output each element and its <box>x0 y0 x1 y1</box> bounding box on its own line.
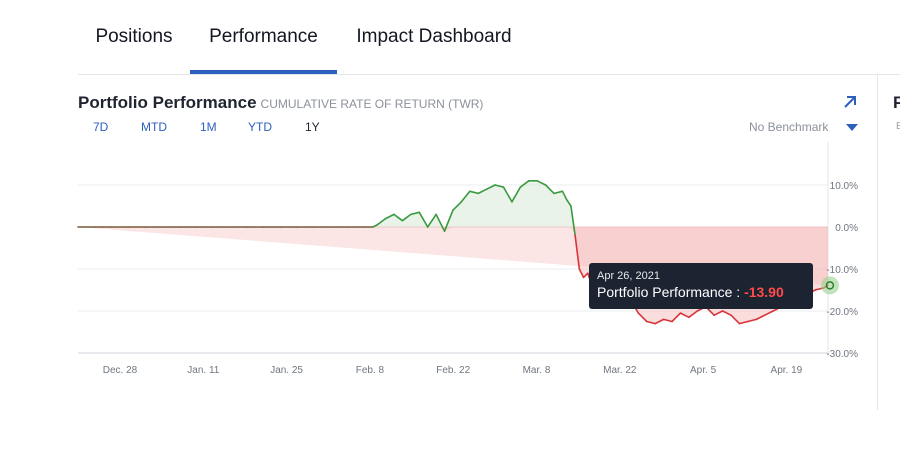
series-segment <box>426 213 437 228</box>
tab-performance[interactable]: Performance <box>190 0 337 74</box>
tab-impact-dashboard[interactable]: Impact Dashboard <box>356 26 512 47</box>
card-divider <box>877 74 878 410</box>
y-tick-label: 10.0% <box>830 181 858 192</box>
x-tick-label: Apr. 19 <box>771 365 803 376</box>
x-tick-label: Jan. 11 <box>187 365 219 376</box>
right-panel-subtitle: E <box>896 121 900 132</box>
series-segment <box>637 312 648 323</box>
series-segment <box>376 217 387 226</box>
x-axis-ticks: Dec. 28 Jan. 11 Jan. 25 Feb. 8 Feb. 22 Mar. 8… <box>103 365 803 376</box>
range-mtd[interactable]: MTD <box>141 120 167 134</box>
chart-tooltip: Apr 26, 2021 Portfolio Performance : -13… <box>589 263 813 309</box>
x-tick-label: Feb. 22 <box>436 365 470 376</box>
series-segment <box>738 320 749 325</box>
series-segment <box>755 314 766 321</box>
series-segment <box>570 205 576 237</box>
series-segment <box>713 310 724 317</box>
y-tick-label: -10.0% <box>826 265 858 276</box>
tab-bar: Positions Performance Impact Dashboard <box>78 0 900 75</box>
series-segment <box>452 201 463 211</box>
series-segment <box>519 180 530 188</box>
series-segment <box>730 314 741 325</box>
x-tick-label: Dec. 28 <box>103 365 138 376</box>
series-segment <box>401 213 412 222</box>
series-segment <box>747 318 758 323</box>
series-segment <box>511 186 522 203</box>
series-segment <box>536 180 547 186</box>
hover-point <box>825 281 835 290</box>
series-segment <box>582 272 589 279</box>
series-segment <box>574 234 581 270</box>
y-tick-label: -20.0% <box>826 307 858 318</box>
range-7d[interactable]: 7D <box>93 120 109 134</box>
card-header: Portfolio Performance CUMULATIVE RATE OF … <box>78 93 483 113</box>
y-axis-ticks: 10.0% 0.0% -10.0% -20.0% -30.0% <box>826 181 858 360</box>
series-segment <box>477 188 488 195</box>
series-segment <box>494 184 505 188</box>
chevron-down-icon[interactable] <box>846 124 858 132</box>
tooltip-value: -13.90 <box>744 284 784 300</box>
series-segment <box>662 318 673 323</box>
series-segment <box>654 318 665 325</box>
series-segment <box>418 211 429 228</box>
series-segment <box>410 211 421 216</box>
series-segment <box>671 312 682 323</box>
right-panel-title: P <box>893 93 900 112</box>
benchmark-select[interactable]: No Benchmark <box>749 120 829 134</box>
expand-arrow-icon[interactable] <box>841 93 859 111</box>
series-segment <box>485 184 496 190</box>
series-segment <box>435 213 442 224</box>
series-segment <box>645 320 656 325</box>
tooltip-text: Portfolio Performance : -13.90 <box>597 284 805 300</box>
range-1y[interactable]: 1Y <box>305 120 320 134</box>
series-segment <box>688 310 699 319</box>
tooltip-date: Apr 26, 2021 <box>597 270 660 282</box>
series-segment <box>578 268 585 279</box>
series-segment <box>679 312 690 319</box>
series-segment <box>469 190 480 195</box>
positive-area <box>78 180 828 227</box>
x-tick-label: Apr. 5 <box>690 365 717 376</box>
x-tick-label: Mar. 8 <box>523 365 551 376</box>
x-tick-label: Mar. 22 <box>603 365 637 376</box>
series-segment <box>721 310 732 317</box>
series-segment <box>561 190 568 201</box>
series-segment <box>565 198 572 207</box>
series-segment <box>439 222 446 232</box>
tooltip-label: Portfolio Performance : <box>597 284 745 300</box>
y-tick-label: -30.0% <box>826 349 858 360</box>
card-subtitle: CUMULATIVE RATE OF RETURN (TWR) <box>260 97 484 111</box>
x-tick-label: Feb. 8 <box>356 365 385 376</box>
tab-positions[interactable]: Positions <box>95 26 173 47</box>
series-segment <box>553 190 564 195</box>
range-1m[interactable]: 1M <box>200 120 217 134</box>
x-tick-label: Jan. 25 <box>270 365 303 376</box>
series-segment <box>384 213 395 220</box>
series-segment <box>502 186 513 203</box>
series-segment <box>460 190 471 203</box>
series-segment <box>393 213 404 222</box>
hover-point-halo <box>820 276 839 295</box>
card-title: Portfolio Performance <box>78 93 257 112</box>
series-segment <box>544 184 555 195</box>
series-segment <box>443 209 454 232</box>
range-ytd[interactable]: YTD <box>248 120 272 134</box>
series-segment <box>763 310 774 317</box>
y-tick-label: 0.0% <box>835 223 858 234</box>
